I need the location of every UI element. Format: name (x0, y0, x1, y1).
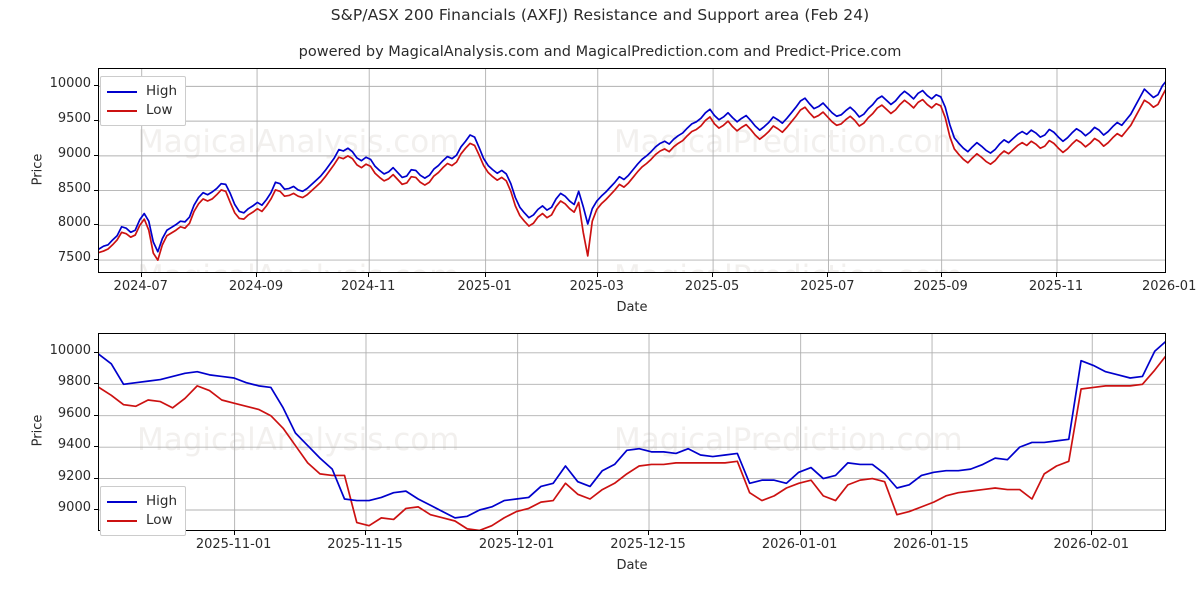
x-tick-mark (648, 531, 650, 535)
legend-label: Low (146, 512, 173, 528)
chart-legend[interactable]: High Low (100, 76, 187, 126)
x-tick-label: 2025-11-15 (327, 537, 403, 552)
x-tick-mark (484, 273, 486, 277)
y-tick-label: 9000 (57, 500, 91, 515)
detail-plot-area: MagicalAnalysis.com MagicalPrediction.com (98, 333, 1166, 531)
overview-chart: Price Date MagicalAnalysis.com MagicalPre… (31, 68, 1197, 315)
x-tick-label: 2024-09 (228, 279, 284, 294)
y-tick-label: 9200 (57, 468, 91, 484)
x-tick-mark (233, 531, 235, 535)
series-line-high (99, 81, 1165, 253)
legend-swatch-high-icon (107, 90, 137, 93)
x-tick-label: 2026-01 (1142, 279, 1197, 294)
x-tick-label: 2025-05 (684, 279, 740, 294)
x-tick-label: 2025-12-01 (478, 537, 555, 552)
x-tick-label: 2025-11 (1028, 279, 1084, 294)
x-tick-label: 2024-11 (341, 279, 396, 294)
legend-item-low[interactable]: Low (107, 511, 177, 530)
page-title: S&P/ASX 200 Financials (AXFJ) Resistance… (330, 6, 870, 24)
y-tick-mark (94, 120, 98, 122)
y-tick-mark (94, 446, 98, 448)
legend-label: Low (146, 102, 173, 118)
x-tick-label: 2025-09 (913, 279, 968, 294)
y-tick-label: 10000 (49, 76, 91, 92)
y-tick-label: 9000 (57, 145, 91, 161)
y-tick-label: 7500 (57, 250, 91, 266)
y-tick-label: 9500 (57, 111, 91, 127)
y-tick-label: 9800 (57, 374, 91, 390)
legend-label: High (146, 493, 178, 509)
plot-canvas (99, 334, 1165, 530)
y-tick-label: 9600 (57, 405, 91, 421)
overview-plot-area: MagicalAnalysis.com MagicalPrediction.com… (98, 68, 1166, 273)
legend-swatch-low-icon (107, 109, 137, 112)
series-line-low (99, 88, 1165, 261)
legend-item-high[interactable]: High (107, 492, 177, 511)
x-tick-mark (365, 531, 366, 535)
figure-subtitle: powered by MagicalAnalysis.com and Magic… (298, 44, 902, 60)
x-tick-mark (931, 531, 933, 535)
series-line-low (99, 355, 1165, 530)
y-tick-mark (94, 85, 98, 87)
y-tick-mark (94, 224, 98, 226)
x-tick-mark (712, 273, 714, 277)
y-tick-mark (94, 189, 98, 191)
series-line-high (99, 340, 1165, 519)
y-tick-mark (94, 414, 98, 416)
x-tick-mark (940, 273, 942, 277)
x-tick-label: 2026-01-01 (761, 537, 838, 552)
grid-lines (99, 69, 1165, 272)
chart-legend[interactable]: High Low (100, 486, 187, 536)
legend-item-low[interactable]: Low (107, 101, 177, 120)
x-tick-mark (368, 273, 370, 277)
legend-label: High (146, 83, 178, 99)
x-tick-mark (799, 531, 801, 535)
y-tick-label: 8000 (57, 215, 91, 231)
plot-canvas (99, 69, 1165, 272)
detail-chart: Price Date MagicalAnalysis.com MagicalPre… (0, 320, 1200, 600)
x-tick-mark (827, 273, 829, 277)
x-tick-mark (140, 273, 142, 277)
x-tick-label: 2025-12-15 (610, 537, 686, 552)
x-tick-label: 2026-01-15 (893, 537, 969, 552)
x-tick-mark (256, 273, 258, 277)
x-tick-label: 2025-03 (569, 279, 624, 294)
x-tick-mark (596, 273, 598, 277)
y-tick-mark (94, 259, 98, 261)
y-tick-label: 8500 (57, 180, 91, 196)
x-tick-label: 2025-11-01 (195, 537, 272, 552)
detail-x-axis-label: Date (616, 558, 648, 573)
legend-swatch-high-icon (107, 500, 137, 503)
x-tick-label: 2025-01 (457, 279, 512, 294)
legend-swatch-low-icon (107, 519, 137, 522)
y-tick-mark (94, 154, 98, 156)
legend-item-high[interactable]: High (107, 82, 177, 101)
x-tick-mark (516, 531, 518, 535)
x-tick-label: 2026-02-01 (1053, 537, 1130, 552)
y-tick-label: 10000 (49, 342, 91, 358)
x-tick-mark (1055, 273, 1057, 277)
x-tick-mark (1091, 531, 1093, 535)
overview-x-axis-label: Date (616, 300, 648, 315)
y-tick-mark (94, 351, 98, 353)
y-tick-label: 9400 (57, 437, 91, 453)
y-tick-mark (94, 477, 98, 479)
grid-lines (99, 334, 1165, 530)
x-tick-label: 2025-07 (800, 279, 855, 294)
y-tick-mark (94, 509, 98, 510)
y-tick-mark (94, 383, 98, 385)
x-tick-label: 2024-07 (113, 279, 168, 294)
